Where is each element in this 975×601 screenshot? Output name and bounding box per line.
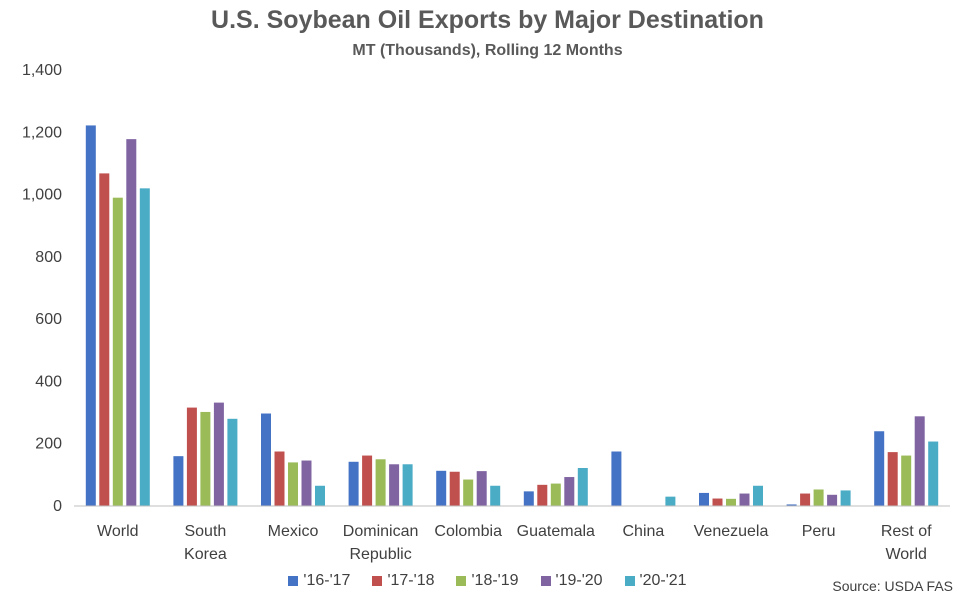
legend: '16-'17 '17-'18 '18-'19 '19-'20 '20-'21 [0,572,975,590]
bar [753,485,763,506]
bar [550,483,561,506]
legend-item: '19-'20 [540,572,603,590]
y-tick-label: 1,000 [22,187,62,204]
x-tick-label: South Korea [184,523,227,563]
bar [139,188,150,507]
bar [726,498,736,506]
bar [99,173,110,506]
x-tick-label: Dominican Republic [343,523,419,563]
bar [739,493,750,506]
bar [112,197,123,506]
y-tick-label: 1,200 [22,124,62,141]
bar [348,461,359,506]
legend-label: '18-'19 [471,572,519,589]
legend-item: '20-'21 [624,572,687,590]
x-tick-label: Rest of World [881,523,932,563]
bar [914,416,925,506]
x-tick-label: Venezuela [694,523,769,540]
legend-label: '16-'17 [303,572,351,589]
bar [288,462,298,506]
bar [186,407,197,506]
legend-item: '18-'19 [456,572,519,590]
bar [699,492,709,506]
chart-subtitle: MT (Thousands), Rolling 12 Months [352,42,623,59]
bar [476,471,487,506]
bar [301,460,312,506]
y-tick-label: 800 [35,249,62,266]
bar [564,477,575,506]
source-note: Source: USDA FAS [832,578,953,594]
bar [874,431,885,506]
bar [887,452,898,506]
bar [173,456,184,506]
bar [827,494,838,506]
bar [928,441,939,506]
bar [362,455,373,506]
bar [463,479,474,506]
x-tick-label: Colombia [434,523,502,540]
bar [712,498,723,506]
legend-swatch [372,576,383,586]
bar [577,468,588,506]
bars [85,125,939,507]
legend-label: '19-'20 [555,572,603,589]
bar [786,504,797,506]
y-tick-label: 600 [35,311,62,328]
bar [85,125,96,506]
bar [800,493,811,506]
bar [213,402,224,506]
bar [840,490,851,506]
legend-swatch [456,576,467,586]
legend-item: '17-'18 [372,572,434,590]
bar [261,413,271,506]
x-tick-label: Guatemala [517,523,595,540]
legend-item: '16-'17 [288,572,350,590]
x-tick-label: China [622,523,664,540]
bar [490,485,501,506]
bar [126,139,137,506]
bar [537,484,548,506]
bar [375,459,386,506]
bar [665,496,676,506]
bar [227,418,238,506]
y-tick-label: 0 [53,498,62,515]
bar [274,451,285,506]
x-tick-label: World [97,523,139,540]
bar [901,455,912,506]
bar [315,485,325,506]
y-tick-label: 200 [35,436,62,453]
bar [813,489,824,506]
bar [200,411,211,506]
legend-label: '20-'21 [639,572,687,589]
bar [449,471,460,506]
x-tick-label: Mexico [268,523,319,540]
chart-title: U.S. Soybean Oil Exports by Major Destin… [211,6,764,34]
y-tick-label: 400 [35,373,62,390]
bar [402,464,413,506]
bar [389,464,400,506]
y-axis: 0 200 400 600 800 1,000 1,200 1,400 [22,62,62,515]
x-tick-label: Peru [802,523,836,540]
bar [436,470,447,506]
legend-swatch [540,576,551,586]
legend-swatch [624,576,635,586]
y-tick-label: 1,400 [22,62,62,79]
legend-label: '17-'18 [387,572,435,589]
bar [611,451,622,506]
x-axis: World South Korea Mexico Dominican Republic Co… [74,505,950,563]
legend-swatch [288,576,299,586]
bar [523,491,534,506]
